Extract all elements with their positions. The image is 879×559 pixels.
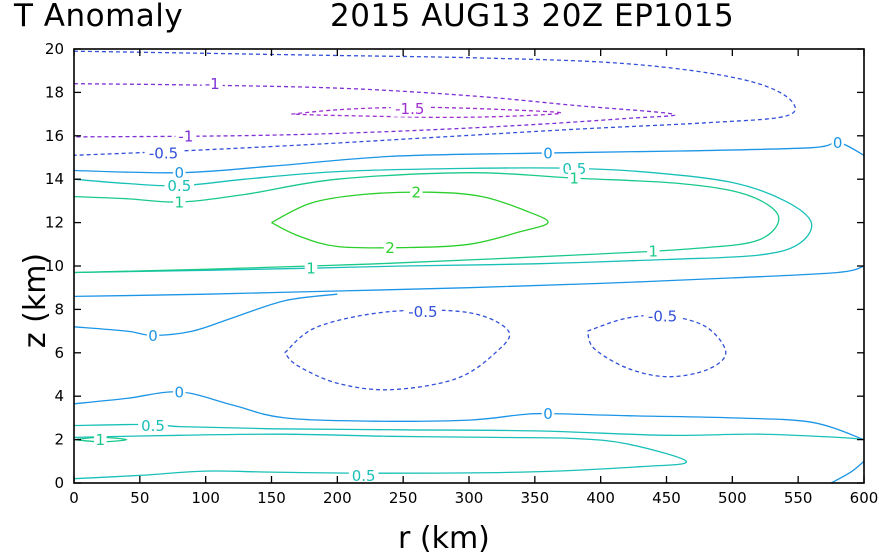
contour-label: 0 — [543, 405, 553, 423]
contour-label: -1 — [178, 127, 193, 145]
chart-title: T Anomaly — [14, 0, 184, 34]
contour-label-bg — [173, 383, 186, 400]
contour-label-bg — [390, 100, 429, 117]
contour-line-neg0-5 — [73, 50, 796, 156]
contour-label: 1 — [570, 170, 580, 188]
contour-line-neg1-5 — [291, 106, 562, 119]
contour-label: 0.5 — [352, 467, 376, 485]
contour-label-bg — [304, 260, 318, 277]
contour-label: 0 — [175, 383, 185, 401]
y-tick-label: 12 — [45, 214, 64, 232]
x-tick-label: 400 — [586, 489, 615, 507]
contour-label: 1 — [306, 260, 316, 278]
contour-label-bg — [643, 307, 682, 324]
contour-label-bg — [348, 467, 379, 484]
x-tick-label: 100 — [191, 489, 220, 507]
y-tick-label: 0 — [54, 474, 64, 492]
contour-label-bg — [146, 327, 160, 344]
x-tick-label: 500 — [718, 489, 747, 507]
contour-line-neg1 — [73, 83, 676, 138]
contour-label-bg — [647, 242, 660, 259]
contour-label-bg — [403, 303, 442, 320]
contour-label-bg — [94, 431, 107, 448]
contour-label: 0 — [175, 164, 185, 182]
y-tick-label: 16 — [45, 127, 64, 145]
contour-label: -1 — [205, 75, 220, 93]
y-tick-label: 6 — [54, 344, 64, 362]
contour-label-bg — [541, 145, 555, 162]
contour-label-bg — [410, 184, 423, 201]
contour-line-pos0-5 — [73, 423, 865, 441]
contour-label: -0.5 — [648, 307, 677, 325]
contour-label: 1 — [96, 431, 106, 449]
contour-line-pos0-5 — [73, 167, 813, 274]
contour-label-bg — [541, 405, 555, 422]
contour-label-bg — [173, 193, 186, 210]
x-tick-label: 150 — [257, 489, 286, 507]
contour-label-bg — [175, 127, 197, 144]
x-tick-label: 450 — [652, 489, 681, 507]
plot-area: -1-1-1.5-0.5-0.5 -0.50000000.50.50.50.511… — [73, 50, 865, 485]
x-tick-label: 600 — [850, 489, 879, 507]
contour-line-pos2 — [271, 191, 549, 249]
contour-label: 1 — [175, 193, 185, 211]
y-tick-label: 10 — [45, 257, 64, 275]
contour-line-pos0 — [73, 265, 865, 298]
contour-label-bg — [164, 177, 195, 194]
contour-label: 0.5 — [167, 177, 191, 195]
contour-label: -1.5 — [395, 100, 424, 118]
contour-line-pos0 — [830, 460, 865, 484]
contour-label: -0.5 — [408, 303, 437, 321]
contour-label-bg — [144, 145, 183, 162]
y-tick-label: 2 — [54, 431, 64, 449]
x-tick-label: 300 — [455, 489, 484, 507]
contour-label: 0 — [833, 134, 843, 152]
contour-label-bg — [201, 75, 223, 92]
y-tick-label: 4 — [54, 387, 64, 405]
y-tick-label: 18 — [45, 83, 64, 101]
contour-line-pos0 — [73, 141, 865, 174]
contour-line-pos1 — [73, 436, 128, 443]
contour-line-neg0-5 — [284, 309, 511, 391]
contour-line-pos0 — [73, 293, 338, 337]
y-tick-label: 14 — [45, 170, 64, 188]
x-tick-label: 200 — [323, 489, 352, 507]
contour-label-bg — [173, 164, 186, 181]
chart-subtitle: 2015 AUG13 20Z EP1015 — [330, 0, 735, 34]
contour-label-bg — [383, 239, 397, 256]
x-tick-label: 0 — [69, 489, 79, 507]
contour-label: -0.5 — [149, 145, 178, 163]
x-tick-label: 550 — [784, 489, 813, 507]
contour-line-neg0-5 — [586, 314, 727, 378]
contour-label: 0 — [543, 145, 553, 163]
y-tick-label: 8 — [54, 300, 64, 318]
contour-line-pos0-5 — [73, 433, 687, 480]
contour-label-bg — [559, 160, 590, 177]
contour-line-pos1 — [73, 172, 780, 274]
contour-label: 2 — [385, 239, 395, 257]
x-tick-label: 350 — [521, 489, 550, 507]
contour-label: 1 — [649, 242, 659, 260]
y-axis-label: z (km) — [18, 252, 54, 349]
contour-label: 0 — [148, 327, 158, 345]
x-axis-label: r (km) — [398, 521, 490, 556]
contour-label-bg — [568, 170, 581, 187]
contour-label-bg — [138, 417, 168, 434]
axes: 0 50 100 150 200 250 300 350 400 450 500 550 6000246… — [45, 40, 878, 507]
contour-label: 2 — [412, 184, 422, 202]
contour-label-bg — [831, 134, 844, 151]
x-tick-label: 250 — [389, 489, 418, 507]
x-tick-label: 50 — [130, 489, 149, 507]
contour-line-pos0 — [73, 391, 865, 441]
contour-label: 0.5 — [141, 417, 165, 435]
y-tick-label: 20 — [45, 40, 64, 58]
